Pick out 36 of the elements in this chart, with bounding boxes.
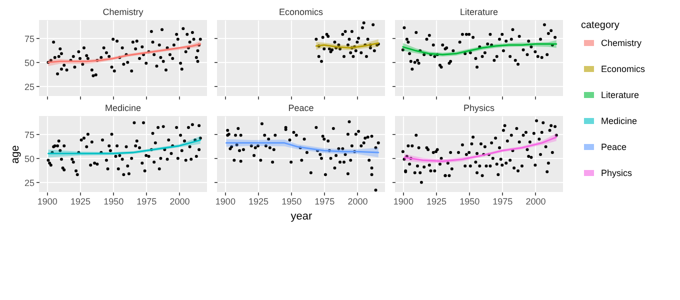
legend-label: Physics bbox=[601, 168, 633, 178]
x-tick-label: 1925 bbox=[248, 196, 269, 206]
x-tick-label: 1900 bbox=[393, 196, 414, 206]
chart-title: Literature bbox=[460, 7, 498, 17]
y-tick-label: 50 bbox=[24, 154, 34, 164]
chart-title: Economics bbox=[278, 7, 324, 17]
y-tick-label: 25 bbox=[24, 178, 34, 188]
x-tick-label: 1900 bbox=[215, 196, 236, 206]
x-tick-label: 2000 bbox=[526, 196, 546, 206]
x-tick-label: 1925 bbox=[426, 196, 447, 206]
y-tick-label: 25 bbox=[24, 82, 34, 92]
legend-label: Medicine bbox=[601, 116, 638, 126]
chart-title: Peace bbox=[288, 103, 314, 113]
x-tick-label: 2000 bbox=[348, 196, 368, 206]
x-tick-label: 1975 bbox=[314, 196, 335, 206]
legend-label: Peace bbox=[601, 142, 627, 152]
legend-title: category bbox=[581, 20, 620, 31]
x-tick-label: 2000 bbox=[170, 196, 190, 206]
y-tick-label: 75 bbox=[24, 34, 34, 44]
x-tick-label: 1950 bbox=[282, 196, 302, 206]
x-tick-label: 1975 bbox=[136, 196, 157, 206]
legend-label: Literature bbox=[601, 90, 640, 100]
chart-title: Physics bbox=[463, 103, 495, 113]
x-tick-label: 1950 bbox=[104, 196, 124, 206]
legend-label: Chemistry bbox=[601, 38, 642, 48]
y-tick-label: 75 bbox=[24, 130, 34, 140]
x-axis-title: year bbox=[290, 210, 313, 222]
chart-title: Chemistry bbox=[102, 7, 144, 17]
x-tick-label: 1975 bbox=[492, 196, 513, 206]
x-tick-label: 1900 bbox=[37, 196, 58, 206]
x-tick-label: 1950 bbox=[460, 196, 480, 206]
chart-title: Medicine bbox=[104, 103, 142, 113]
x-tick-label: 1925 bbox=[70, 196, 91, 206]
y-axis-title: age bbox=[9, 145, 22, 164]
y-tick-label: 50 bbox=[24, 58, 34, 68]
legend-label: Economics bbox=[601, 64, 646, 74]
